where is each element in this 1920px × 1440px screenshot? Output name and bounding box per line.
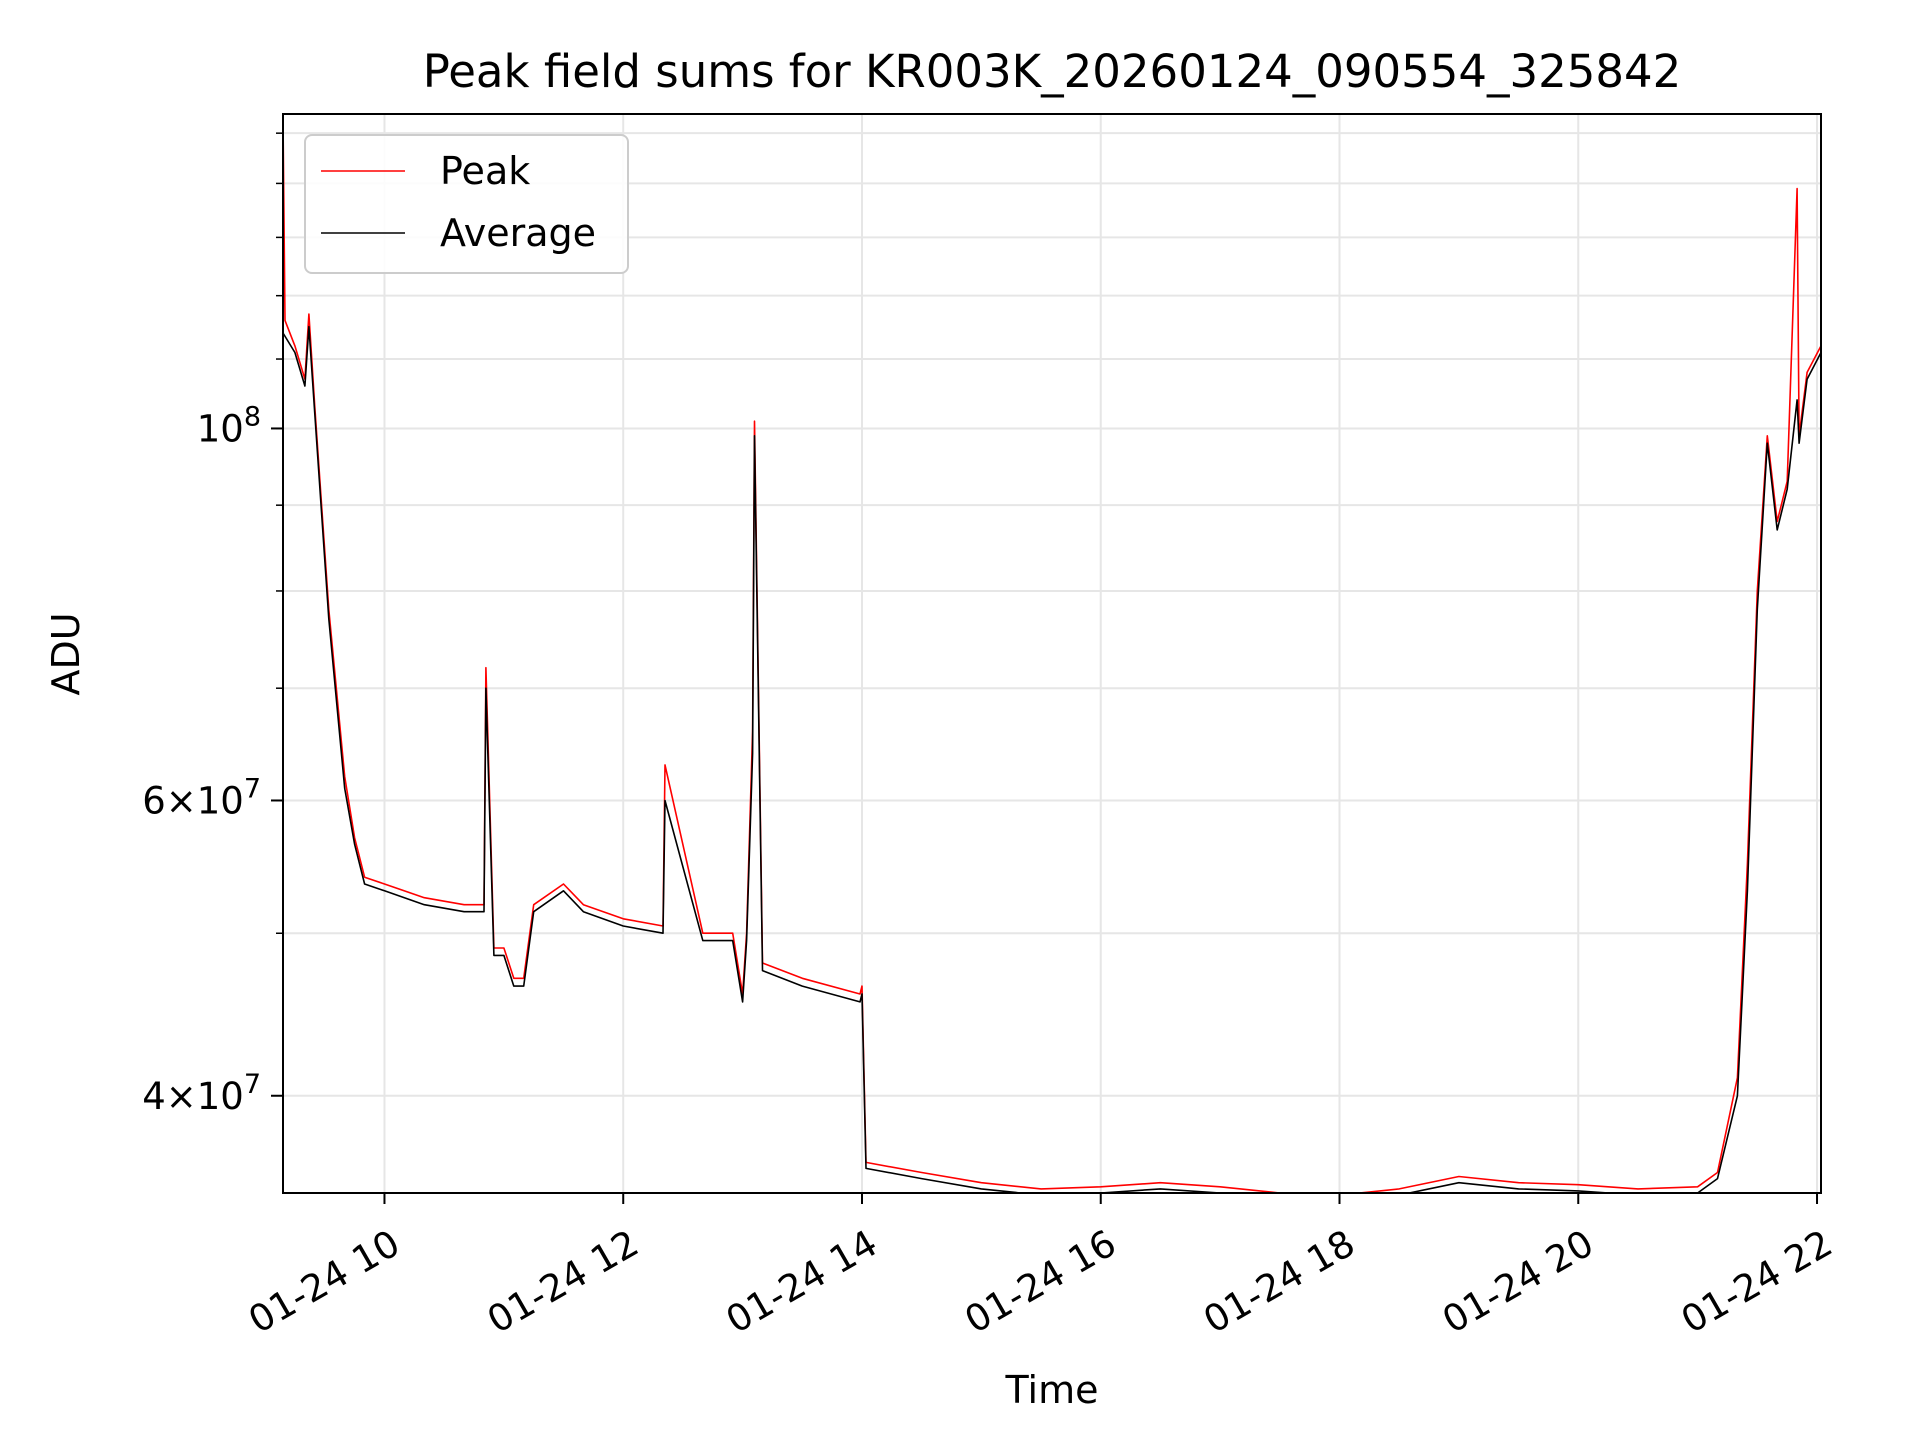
series-line-average <box>283 325 1821 1193</box>
grid-lines <box>283 114 1821 1193</box>
legend-label-peak: Peak <box>440 149 530 193</box>
plot-frame <box>282 113 1822 1194</box>
legend-box <box>304 134 629 274</box>
legend-label-average: Average <box>440 211 596 255</box>
series-layer <box>283 118 1821 1193</box>
y-tick-label: 108 <box>197 401 261 450</box>
legend: Peak Average <box>304 134 629 274</box>
y-tick-label: 4×107 <box>142 1069 261 1118</box>
y-tick-label: 6×107 <box>142 773 261 822</box>
y-axis-label: ADU <box>44 612 88 695</box>
x-axis-label: Time <box>1005 1368 1099 1412</box>
chart-title: Peak field sums for KR003K_20260124_0905… <box>423 45 1682 98</box>
series-line-peak <box>283 118 1821 1193</box>
